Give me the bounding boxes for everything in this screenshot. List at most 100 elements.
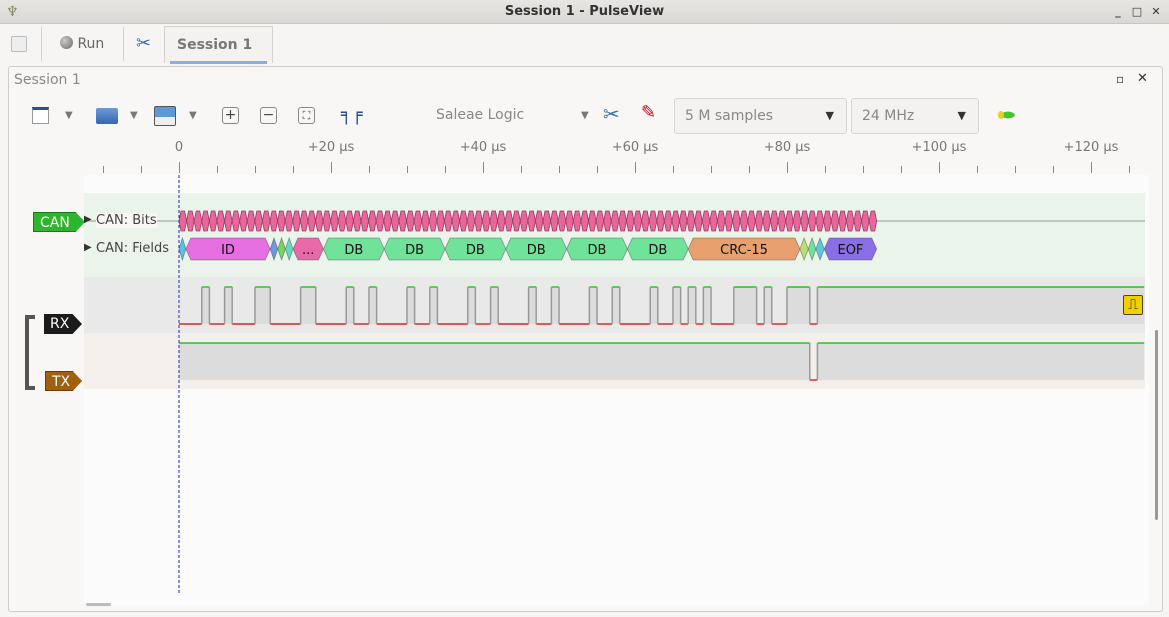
samplerate-select[interactable]: 24 MHz ▼ <box>851 98 979 134</box>
bit-annotation <box>459 210 468 232</box>
bit-annotation <box>724 210 734 232</box>
maximize-button[interactable]: □ <box>1131 5 1143 18</box>
ruler-tick <box>635 162 636 173</box>
decoder-tag-can[interactable]: CAN <box>33 212 85 232</box>
signal-high-fill <box>650 287 658 324</box>
bit-annotation <box>823 210 832 232</box>
session-title: Session 1 <box>14 72 81 88</box>
open-dropdown[interactable]: ▼ <box>130 110 138 121</box>
trace-view[interactable]: ID... DB DB DB DB DB DB CRC-15 EOF <box>84 175 1149 605</box>
channel-tag-rx[interactable]: RX <box>44 314 82 334</box>
bit-annotation <box>671 210 680 232</box>
sample-count-select[interactable]: 5 M samples ▼ <box>674 98 847 134</box>
signal-high-fill <box>369 287 377 324</box>
bit-annotation <box>565 210 574 232</box>
ruler-tick <box>407 166 408 173</box>
bit-annotation <box>269 210 278 232</box>
open-file-icon[interactable] <box>96 108 118 124</box>
bit-annotation <box>307 210 316 232</box>
ruler-label: +80 µs <box>763 140 811 155</box>
signal-high-fill <box>688 287 696 324</box>
new-session-icon[interactable] <box>32 107 49 124</box>
close-panel-button[interactable]: ✕ <box>1137 71 1148 86</box>
row-label-bits: CAN: Bits <box>96 213 157 228</box>
bit-annotation <box>626 210 635 232</box>
zoom-out-icon[interactable]: − <box>260 107 277 124</box>
expand-bits-icon[interactable]: ▶ <box>84 214 92 225</box>
device-dropdown[interactable]: ▼ <box>581 110 589 121</box>
field-label: ID <box>221 243 235 258</box>
bit-annotation <box>656 210 665 232</box>
tab-session-1[interactable]: Session 1 ✕ <box>164 26 273 89</box>
add-decoder-icon[interactable] <box>998 110 1018 120</box>
run-button[interactable]: Run <box>60 25 104 63</box>
zoom-fit-icon[interactable]: ⛶ <box>298 107 315 124</box>
signal-high-fill <box>179 343 810 380</box>
field-label: DB <box>648 243 667 258</box>
run-indicator-icon <box>60 36 73 49</box>
settings-tools-icon[interactable]: ✂ <box>136 33 152 54</box>
bit-annotation <box>732 210 741 232</box>
new-session-dropdown[interactable]: ▼ <box>65 110 73 121</box>
bit-annotation <box>254 210 263 232</box>
bit-annotation <box>216 210 225 232</box>
tab-label: Session 1 <box>177 37 253 53</box>
bit-annotation <box>785 210 794 232</box>
bit-annotation <box>535 210 544 232</box>
signal-high-fill <box>201 287 210 324</box>
signal-high-fill <box>817 343 1145 380</box>
bit-annotation <box>353 210 362 232</box>
device-config-icon[interactable]: ✂ <box>603 102 620 126</box>
trigger-rising-edge-icon[interactable]: ⎍ <box>1123 295 1143 315</box>
ruler-tick <box>1053 166 1054 173</box>
bit-annotation <box>603 210 612 232</box>
save-file-icon[interactable] <box>154 106 176 126</box>
signal-high-fill <box>764 287 772 324</box>
signal-high-fill <box>733 287 757 324</box>
decoder-row-bg <box>84 193 1145 277</box>
ruler-tick <box>863 166 864 173</box>
bit-annotation <box>861 210 870 232</box>
ruler-tick <box>711 166 712 173</box>
signal-high-fill <box>703 287 711 324</box>
bit-annotation <box>853 210 862 232</box>
ruler-tick <box>179 162 180 173</box>
bit-annotation <box>398 210 407 232</box>
window-title: Session 1 - PulseView <box>504 4 665 19</box>
close-window-button[interactable]: ✕ <box>1151 5 1161 18</box>
vertical-scrollbar[interactable] <box>1155 330 1158 520</box>
field-label: DB <box>344 243 363 258</box>
bit-annotation <box>444 210 453 232</box>
ruler-tick <box>939 162 940 173</box>
probe-config-icon[interactable]: ✎ <box>641 102 657 123</box>
device-selector[interactable]: Saleae Logic <box>436 107 525 123</box>
bit-annotation <box>421 210 430 232</box>
channel-tag-tx[interactable]: TX <box>45 371 82 391</box>
bit-annotation <box>413 210 423 232</box>
bit-annotation <box>246 210 256 232</box>
time-ruler[interactable]: 0 +20 µs +40 µs +60 µs +80 µs +100 µs +120 µs <box>84 140 1149 175</box>
bit-annotation <box>315 210 324 232</box>
bit-annotation <box>557 210 567 232</box>
cursor-markers-icon[interactable]: ╕╒ <box>341 104 363 125</box>
minimize-button[interactable]: _ <box>1115 5 1121 18</box>
bit-annotation <box>512 210 521 232</box>
channel-group-bracket <box>25 315 35 390</box>
bit-annotation <box>451 210 460 232</box>
field-label: DB <box>405 243 424 258</box>
bit-annotation <box>588 210 597 232</box>
expand-fields-icon[interactable]: ▶ <box>84 242 92 253</box>
ruler-tick <box>825 166 826 173</box>
zoom-in-icon[interactable]: + <box>222 107 239 124</box>
bit-annotation <box>481 210 491 232</box>
field-label: DB <box>466 243 485 258</box>
ruler-label: +40 µs <box>459 140 507 155</box>
bit-annotation <box>633 210 643 232</box>
horizontal-scrollbar[interactable] <box>86 603 111 606</box>
app-logo-icon: ♆ <box>6 4 19 20</box>
save-dropdown[interactable]: ▼ <box>189 110 197 121</box>
chevron-down-icon: ▼ <box>957 109 966 122</box>
signal-high-fill <box>429 287 438 324</box>
new-view-icon[interactable] <box>11 36 27 52</box>
float-panel-button[interactable]: ▫ <box>1116 72 1125 86</box>
